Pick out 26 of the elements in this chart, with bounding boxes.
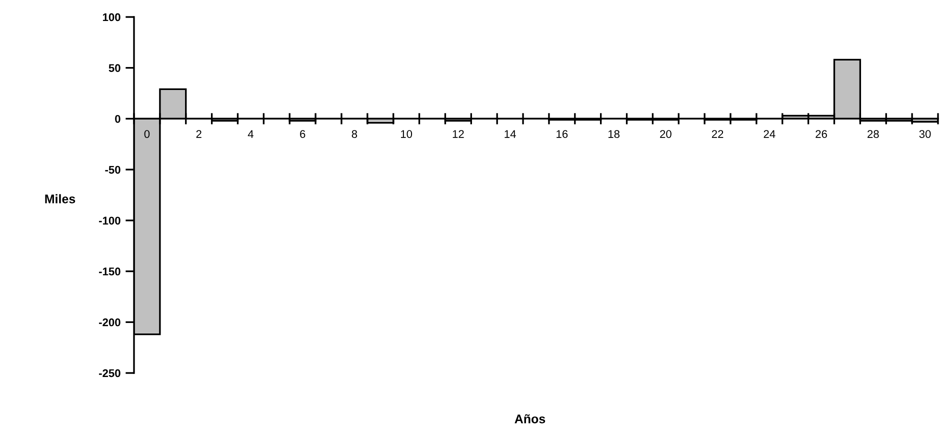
x-tick-label: 16	[556, 130, 568, 138]
x-tick-label: 10	[400, 130, 412, 138]
x-tick-label: 22	[712, 130, 724, 138]
y-tick-label: -100	[99, 216, 120, 225]
x-tick-label: 0	[144, 130, 150, 138]
x-tick-label: 28	[868, 130, 879, 138]
x-tick-label: 12	[452, 130, 464, 138]
y-tick-label: -50	[105, 166, 120, 174]
x-axis-title: Años	[514, 414, 546, 424]
x-tick-label: 20	[660, 130, 672, 138]
x-tick-label: 24	[764, 130, 776, 138]
y-tick-label: -150	[99, 268, 120, 276]
x-tick-label: 26	[816, 130, 827, 138]
x-tick-label: 30	[919, 130, 931, 138]
x-tick-label: 4	[248, 130, 254, 138]
y-tick-label: -200	[99, 318, 120, 326]
y-tick-label: -250	[99, 369, 120, 378]
x-tick-label: 8	[352, 130, 358, 138]
y-axis-title: Miles	[45, 194, 76, 204]
y-tick-label: 50	[108, 64, 120, 72]
x-tick-label: 14	[504, 130, 516, 138]
y-tick-label: 100	[102, 13, 120, 22]
y-tick-label: 0	[115, 114, 120, 123]
x-tick-label: 18	[608, 130, 620, 138]
x-tick-label: 2	[196, 130, 202, 138]
x-tick-label: 6	[300, 130, 306, 138]
